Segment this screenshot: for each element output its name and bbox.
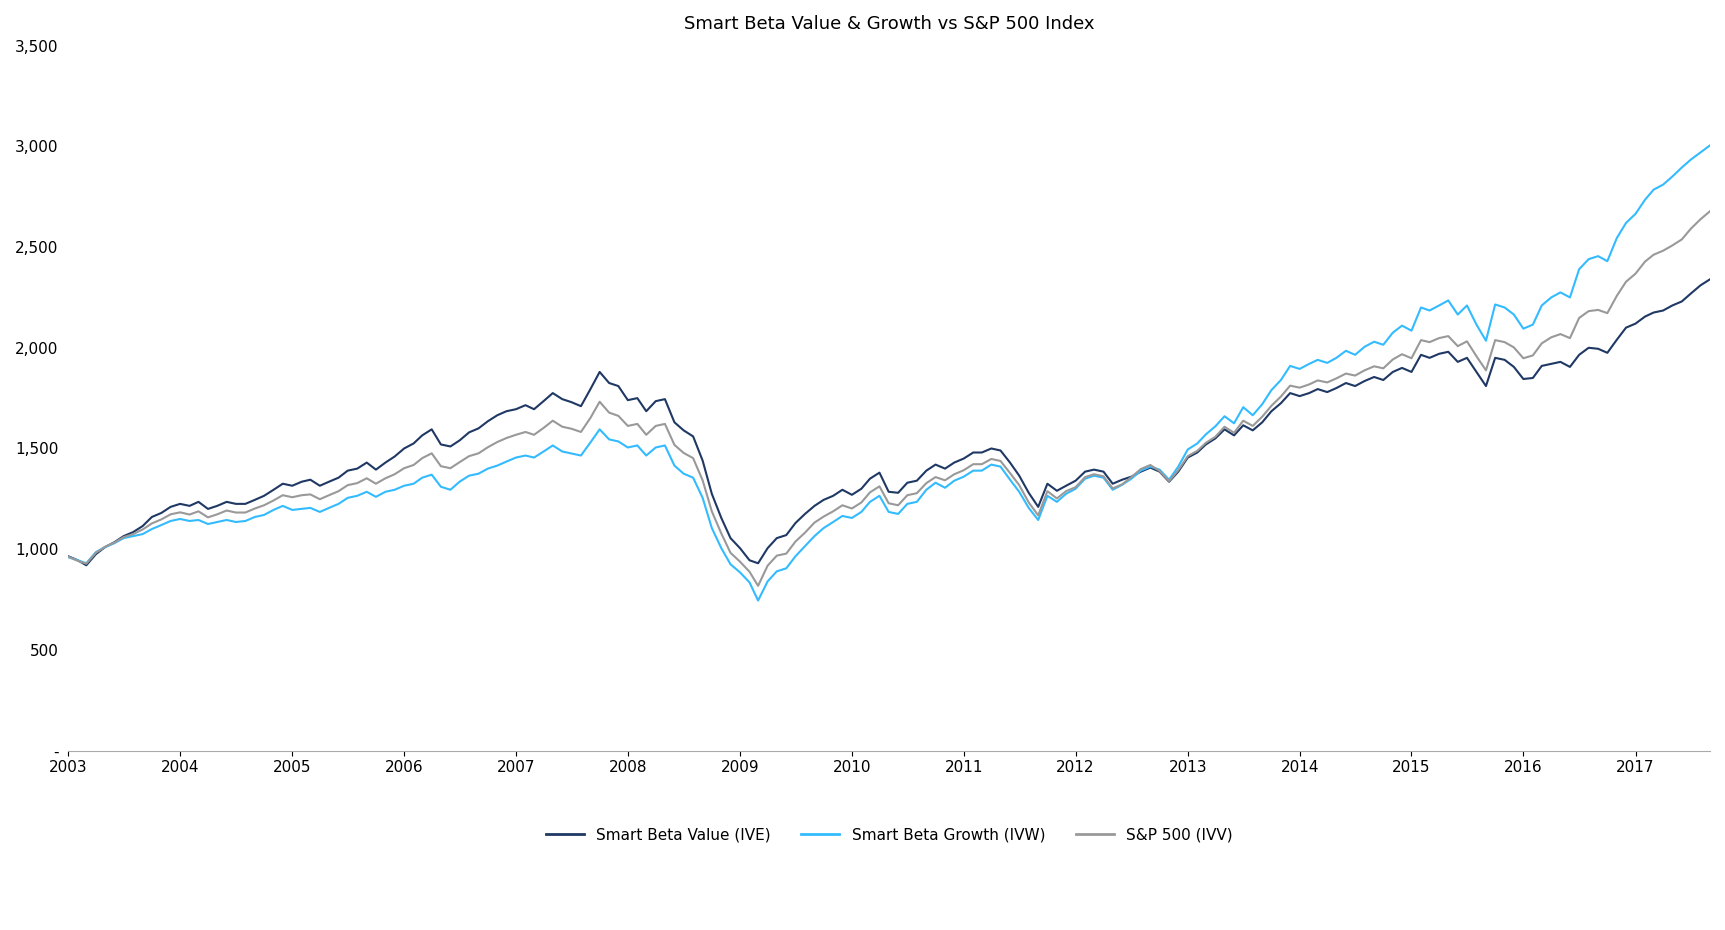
Line: Smart Beta Value (IVE): Smart Beta Value (IVE) [69, 279, 1709, 565]
Line: Smart Beta Growth (IVW): Smart Beta Growth (IVW) [69, 145, 1709, 601]
Line: S&P 500 (IVV): S&P 500 (IVV) [69, 211, 1709, 586]
Legend: Smart Beta Value (IVE), Smart Beta Growth (IVW), S&P 500 (IVV): Smart Beta Value (IVE), Smart Beta Growt… [540, 822, 1239, 849]
Title: Smart Beta Value & Growth vs S&P 500 Index: Smart Beta Value & Growth vs S&P 500 Ind… [683, 15, 1094, 33]
